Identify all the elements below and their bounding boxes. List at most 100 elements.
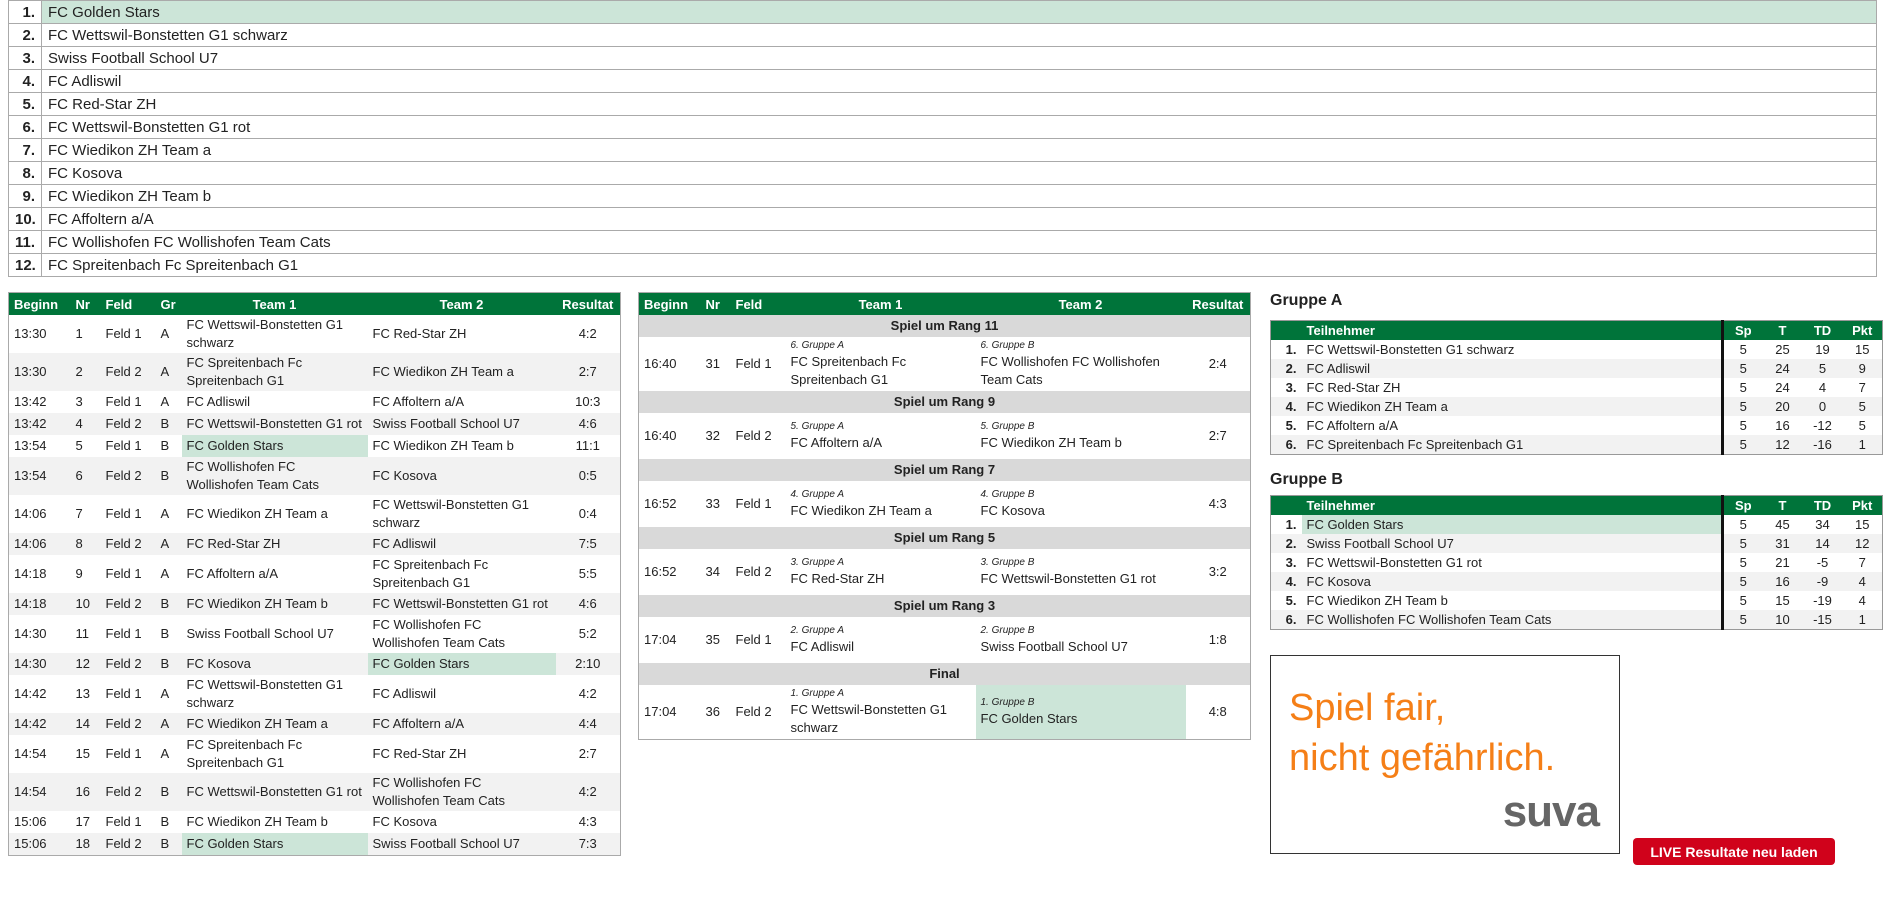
rank: 2. [8, 23, 42, 47]
team-name: FC Red-Star ZH [1301, 378, 1724, 397]
goal-difference: 0 [1802, 397, 1843, 416]
ranking-row: 4. FC Adliswil [8, 69, 1877, 93]
field: Feld 1 [105, 626, 142, 641]
team-2: FC Wiedikon ZH Team a [367, 353, 556, 391]
goal-difference: -16 [1802, 435, 1843, 455]
team-name: FC Kosova [980, 503, 1045, 518]
games-played: 5 [1739, 380, 1747, 395]
standings-row: 1. FC Golden Stars 5 45 34 15 [1271, 515, 1883, 534]
result: 0:4 [578, 506, 597, 521]
rank: 3. [8, 46, 42, 70]
team-2: FC Affoltern a/A [367, 713, 556, 735]
goals: 25 [1775, 342, 1790, 357]
team-name: FC Golden Stars [1301, 515, 1724, 534]
group: A [160, 746, 170, 761]
rank: 5. [8, 92, 42, 116]
match-number: 12 [70, 653, 101, 675]
team-1: FC Spreitenbach Fc Spreitenbach G1 [186, 737, 303, 770]
team-1: FC Wettswil-Bonstetten G1 rot [181, 413, 368, 435]
group: B [160, 626, 170, 641]
team-2: FC Affoltern a/A [372, 394, 465, 409]
standings-row: 2. FC Adliswil 5 24 5 9 [1270, 359, 1883, 378]
field: Feld 1 [105, 506, 142, 521]
field: Feld 2 [735, 428, 772, 443]
section-row: Spiel um Rang 11 [638, 315, 1251, 337]
start-time: 14:42 [8, 713, 71, 735]
points: 5 [1858, 418, 1866, 433]
goals: 16 [1762, 572, 1803, 591]
match-row: 17:04 36 Feld 2 1. Gruppe A FC Wettswil-Bons… [639, 685, 1251, 740]
start-time: 14:06 [8, 533, 71, 555]
column-header: Resultat [1185, 292, 1251, 315]
team-name: FC Wettswil-Bonstetten G1 rot [41, 115, 1877, 139]
section-title: Spiel um Rang 5 [638, 527, 1251, 549]
match-row: 13:30 2 Feld 2 A FC Spreitenbach Fc Spreiten… [8, 353, 621, 391]
column-header: Team 2 [975, 292, 1186, 315]
result: 7:5 [555, 533, 621, 555]
match-row: 14:06 7 Feld 1 A FC Wiedikon ZH Team a FC Wet… [9, 495, 621, 533]
match-number: 34 [705, 564, 720, 579]
team-name: FC Golden Stars [980, 711, 1078, 726]
column-header: Resultat [555, 292, 621, 315]
section-title: Spiel um Rang 9 [638, 391, 1251, 413]
goal-difference: 19 [1815, 342, 1830, 357]
team-2: 5. Gruppe B FC Wiedikon ZH Team b [976, 413, 1186, 459]
match-number: 15 [75, 746, 90, 761]
match-row: 13:54 5 Feld 1 B FC Golden Stars FC Wiedikon … [9, 435, 621, 457]
column-header: Teilnehmer [1301, 320, 1724, 340]
team-2: Swiss Football School U7 [367, 833, 556, 856]
rank: 5. [1285, 593, 1297, 608]
games-played: 5 [1722, 534, 1763, 553]
match-number: 9 [75, 566, 83, 581]
standings-row: 6. FC Spreitenbach Fc Spreitenbach G1 5 12-… [1270, 435, 1883, 455]
rank: 1. [1285, 517, 1297, 532]
rank: 6. [1270, 435, 1302, 455]
reload-live-results-button[interactable]: LIVE Resultate neu laden [1633, 838, 1835, 865]
team-1: FC Adliswil [186, 394, 251, 409]
seed-label: 1. Gruppe A [790, 688, 845, 699]
goals: 16 [1775, 418, 1790, 433]
team-1: FC Wiedikon ZH Team a [181, 713, 368, 735]
result: 4:2 [578, 326, 597, 341]
field: Feld 1 [105, 438, 142, 453]
team-2: FC Wiedikon ZH Team b [372, 438, 514, 453]
games-played: 5 [1739, 418, 1747, 433]
column-header: Feld [730, 292, 786, 315]
column-header: Pkt [1842, 320, 1883, 340]
suva-ad-banner[interactable]: Spiel fair, nicht gefährlich. suva [1270, 655, 1620, 854]
team-2: 3. Gruppe B FC Wettswil-Bonstetten G1 rot [976, 549, 1186, 595]
team-name: FC Wettswil-Bonstetten G1 schwarz [1301, 340, 1724, 359]
match-number: 2 [70, 353, 101, 391]
result: 4:3 [1208, 496, 1227, 511]
team-1: FC Affoltern a/A [186, 566, 279, 581]
goals: 31 [1762, 534, 1803, 553]
start-time: 14:42 [14, 686, 47, 701]
ranking-row: 11. FC Wollishofen FC Wollishofen Team Ca… [8, 230, 1877, 254]
seed-label: 3. Gruppe A [790, 557, 845, 568]
rank: 10. [8, 207, 42, 231]
team-1: 1. Gruppe A FC Wettswil-Bonstetten G1 sch… [786, 685, 976, 740]
team-1: 6. Gruppe A FC Spreitenbach Fc Spreitenba… [786, 337, 976, 391]
result: 4:4 [555, 713, 621, 735]
result: 11:1 [575, 438, 600, 453]
goal-difference: -5 [1816, 555, 1829, 570]
column-header: Sp [1722, 320, 1763, 340]
column-header: Pkt [1842, 495, 1883, 515]
rank: 11. [8, 230, 42, 254]
start-time: 13:42 [8, 413, 71, 435]
section-row: Spiel um Rang 7 [638, 459, 1251, 481]
start-time: 17:04 [644, 632, 677, 647]
points: 5 [1842, 397, 1883, 416]
column-header: TD [1802, 495, 1843, 515]
goals: 12 [1762, 435, 1803, 455]
start-time: 14:30 [8, 653, 71, 675]
team-name: FC Wiedikon ZH Team a [1301, 397, 1724, 416]
field: Feld 1 [735, 356, 772, 371]
field: Feld 2 [100, 653, 156, 675]
ranking-row: 9. FC Wiedikon ZH Team b [8, 184, 1877, 208]
points: 4 [1858, 593, 1866, 608]
result: 4:8 [1208, 704, 1227, 719]
section-title: Spiel um Rang 11 [638, 315, 1251, 337]
team-name: FC Wettswil-Bonstetten G1 schwarz [790, 702, 948, 735]
team-1: FC Wiedikon ZH Team b [181, 593, 368, 615]
